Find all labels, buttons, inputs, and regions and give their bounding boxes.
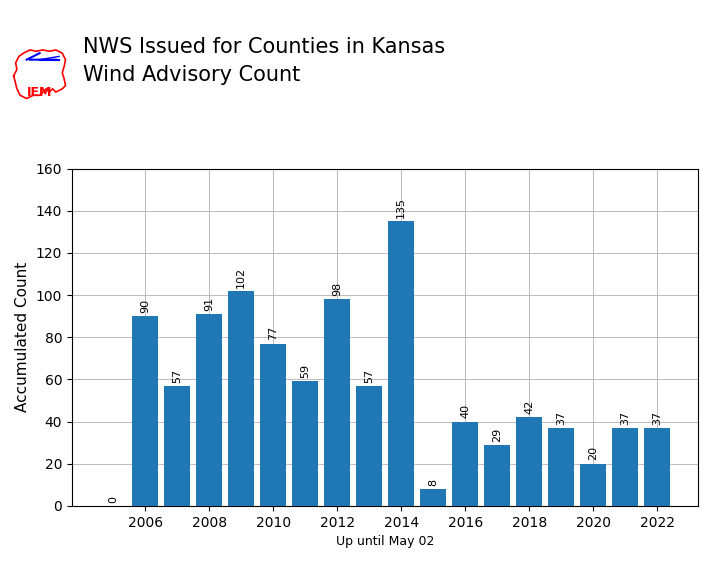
Text: 37: 37 [620,410,630,425]
Bar [549,428,574,506]
Text: 77: 77 [269,326,278,341]
X-axis label: Up until May 02: Up until May 02 [336,535,434,548]
Text: 0: 0 [108,496,118,502]
Text: 90: 90 [140,299,150,313]
Bar [325,299,350,506]
Text: 98: 98 [332,282,342,296]
Text: IEM: IEM [27,85,53,98]
Bar [612,428,638,506]
Text: 57: 57 [172,368,182,383]
Bar [228,291,254,506]
Bar [452,422,478,506]
Bar [388,221,414,506]
Text: NWS Issued for Counties in Kansas: NWS Issued for Counties in Kansas [83,37,445,57]
Text: 135: 135 [396,197,406,218]
Bar [132,316,158,506]
Bar [197,314,222,506]
Text: 102: 102 [236,266,246,288]
Text: 8: 8 [428,479,438,486]
Text: 29: 29 [492,427,502,442]
Bar [356,386,382,506]
Text: 91: 91 [204,297,215,311]
Text: 37: 37 [556,410,566,425]
Text: 20: 20 [588,446,598,460]
Bar [644,428,670,506]
Text: 57: 57 [364,368,374,383]
Bar [580,464,606,506]
Bar [164,386,190,506]
Bar [485,445,510,506]
Text: 40: 40 [460,404,470,418]
Bar [516,417,542,506]
Text: 59: 59 [300,364,310,378]
Text: Wind Advisory Count: Wind Advisory Count [83,65,300,85]
Y-axis label: Accumulated Count: Accumulated Count [15,262,30,413]
Text: 42: 42 [524,400,534,414]
Bar [261,343,286,506]
Bar [292,382,318,506]
Bar [420,489,446,506]
Text: 37: 37 [652,410,662,425]
